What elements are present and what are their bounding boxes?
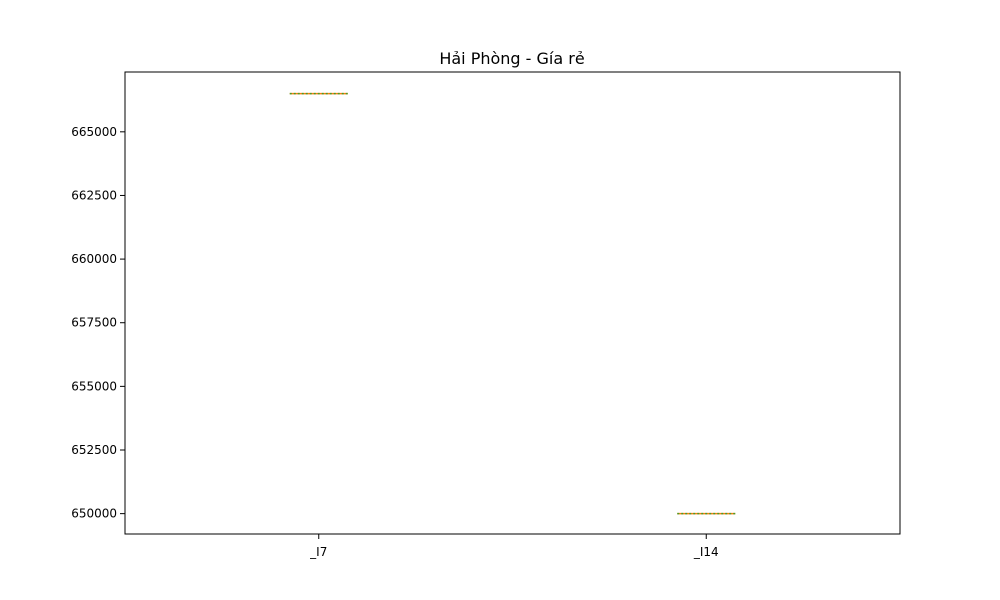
y-tick-label: 650000 bbox=[71, 507, 117, 521]
plot-frame bbox=[124, 71, 901, 535]
chart-title: Hải Phòng - Gía rẻ bbox=[439, 49, 584, 68]
y-tick-label: 657500 bbox=[71, 316, 117, 330]
y-tick-label: 655000 bbox=[71, 379, 117, 393]
box-series bbox=[289, 92, 736, 515]
y-axis: 650000 652500 655000 657500 660000 662500 6650… bbox=[71, 125, 125, 521]
y-tick-label: 665000 bbox=[71, 125, 117, 139]
y-tick-label: 660000 bbox=[71, 252, 117, 266]
y-tick-label: 652500 bbox=[71, 443, 117, 457]
x-tick-label: _I7 bbox=[309, 545, 327, 559]
x-tick-label: _I14 bbox=[693, 545, 719, 559]
x-axis: _I7 _I14 bbox=[309, 534, 719, 559]
y-tick-label: 662500 bbox=[71, 188, 117, 202]
